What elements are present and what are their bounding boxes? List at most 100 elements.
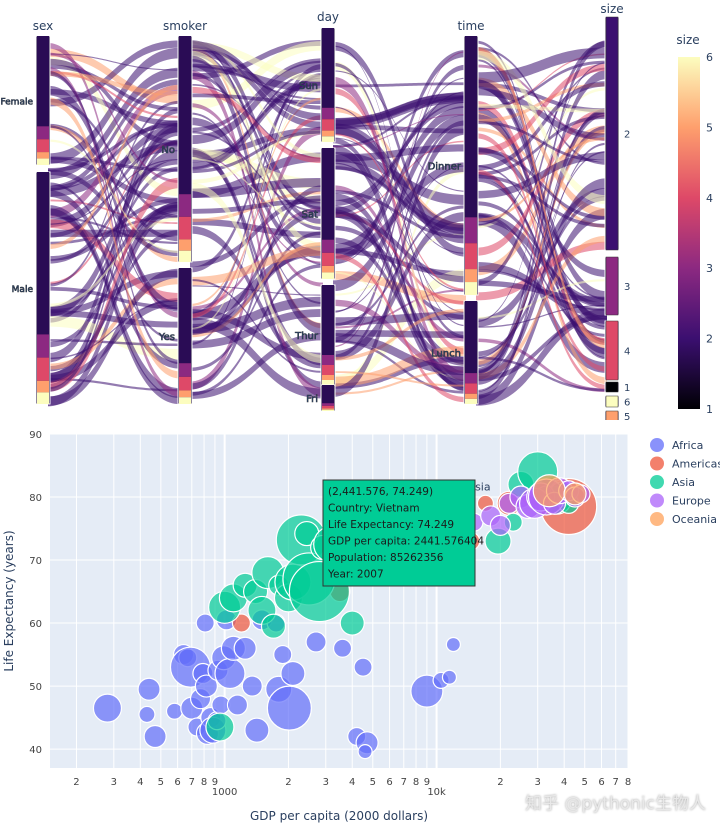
ribbon-band [476, 70, 607, 381]
category-stripe [322, 408, 334, 410]
legend-item-africa[interactable]: Africa [650, 438, 703, 452]
bubble-point[interactable] [441, 669, 458, 685]
ribbon-band [48, 43, 180, 318]
bubble-point[interactable] [137, 677, 161, 701]
bubble-point[interactable] [273, 644, 293, 665]
legend-item-asia[interactable]: Asia [650, 475, 695, 489]
bubble-point[interactable] [205, 712, 235, 742]
bubble-point[interactable] [226, 694, 249, 716]
legend-item-americas[interactable]: Americas [650, 456, 720, 471]
category-stripe [322, 385, 334, 404]
category-day-Thur[interactable]: Thur [294, 284, 336, 386]
ribbon-band [333, 96, 466, 148]
ribbon-band [476, 174, 607, 228]
category-stripe [605, 410, 619, 420]
category-size-5[interactable]: 5 [604, 410, 630, 420]
category-size-2[interactable]: 2 [604, 16, 630, 251]
ribbon-band [476, 314, 607, 382]
category-sex-Female[interactable]: Female [0, 35, 51, 166]
bubble-point[interactable] [233, 636, 257, 660]
category-size-6[interactable]: 6 [604, 395, 630, 409]
legend-marker[interactable] [650, 493, 664, 508]
ribbon-band [190, 279, 323, 373]
x-minor-tick-label: 5 [582, 777, 588, 788]
ribbon-band [190, 129, 323, 184]
bubble-point[interactable] [332, 638, 353, 658]
category-smoker-No[interactable]: No [161, 35, 193, 263]
ribbon-band [190, 70, 323, 397]
bubble-point[interactable] [357, 744, 373, 760]
bubble-point[interactable] [445, 636, 461, 653]
category-size-4[interactable]: 4 [604, 320, 630, 381]
ribbon-band [476, 87, 607, 229]
ribbon-band [48, 204, 180, 314]
bubble-point[interactable] [92, 693, 123, 723]
ribbon-band [476, 60, 607, 110]
bubble-point[interactable] [266, 685, 312, 731]
ribbon-band [48, 52, 180, 183]
bubble-point[interactable] [194, 674, 218, 698]
ribbon-band [190, 41, 323, 121]
dimension-label-sex: sex [33, 19, 54, 33]
colorbar-gradient [678, 57, 700, 409]
bubble-point[interactable] [305, 631, 327, 653]
category-sex-Male[interactable]: Male [11, 171, 51, 405]
category-stripe [465, 217, 477, 244]
category-time-Lunch[interactable]: Lunch [431, 300, 479, 405]
category-stripe [465, 398, 477, 404]
legend-marker[interactable] [650, 438, 664, 452]
bubble-point[interactable] [339, 610, 365, 636]
ribbon-band [476, 146, 607, 277]
category-day-Fri[interactable]: Fri [306, 384, 336, 412]
legend-marker[interactable] [650, 475, 664, 489]
category-label-Sun: Sun [299, 81, 318, 92]
ribbon-band [476, 151, 607, 199]
ribbon-band [476, 148, 607, 220]
category-stripe [179, 390, 191, 398]
bubble-point[interactable] [165, 702, 184, 720]
bubble-point[interactable] [244, 717, 270, 743]
legend-item-oceania[interactable]: Oceania [650, 512, 717, 526]
category-stripe [37, 158, 49, 165]
legend-item-europe[interactable]: Europe [650, 493, 711, 508]
category-day-Sun[interactable]: Sun [299, 27, 336, 143]
ribbon-band [476, 129, 607, 366]
category-size-1[interactable]: 1 [604, 381, 630, 394]
ribbon-band [476, 187, 607, 327]
ribbon-band [333, 237, 466, 366]
bubble-point[interactable] [489, 514, 511, 536]
category-smoker-Yes[interactable]: Yes [158, 267, 193, 405]
category-label-Female: Female [0, 98, 33, 108]
bubble-point[interactable] [143, 724, 167, 749]
bubble-point[interactable] [231, 613, 252, 633]
bubble-point[interactable] [532, 474, 566, 508]
ribbon-band [476, 53, 607, 112]
ribbon-band [190, 60, 323, 145]
category-stripe [605, 381, 619, 393]
ribbon-band [48, 122, 180, 363]
bubble-point[interactable] [353, 657, 373, 677]
ribbon-band [48, 120, 180, 191]
bubble-point[interactable] [138, 705, 156, 724]
ribbon-band [190, 50, 323, 225]
bubble-point[interactable] [241, 675, 263, 697]
legend-marker[interactable] [650, 456, 664, 471]
ribbon-band [48, 47, 180, 164]
category-time-Dinner[interactable]: Dinner [427, 35, 479, 296]
category-stripe [322, 409, 334, 411]
category-stripe [322, 403, 334, 406]
bubble-point[interactable] [563, 482, 587, 506]
category-day-Sat[interactable]: Sat [301, 147, 336, 280]
category-size-3[interactable]: 3 [604, 256, 630, 316]
ribbon-band [333, 132, 466, 291]
category-stripe [37, 126, 49, 140]
tooltip-box [322, 479, 476, 587]
ribbon-band [333, 123, 466, 235]
bubble-point[interactable] [280, 660, 306, 687]
bubble-point[interactable] [214, 657, 246, 690]
ribbon-band [190, 308, 323, 349]
bubble-point[interactable] [260, 613, 287, 639]
legend-marker[interactable] [650, 512, 664, 526]
bubble-point[interactable] [195, 613, 215, 633]
category-label-4: 4 [624, 347, 630, 358]
